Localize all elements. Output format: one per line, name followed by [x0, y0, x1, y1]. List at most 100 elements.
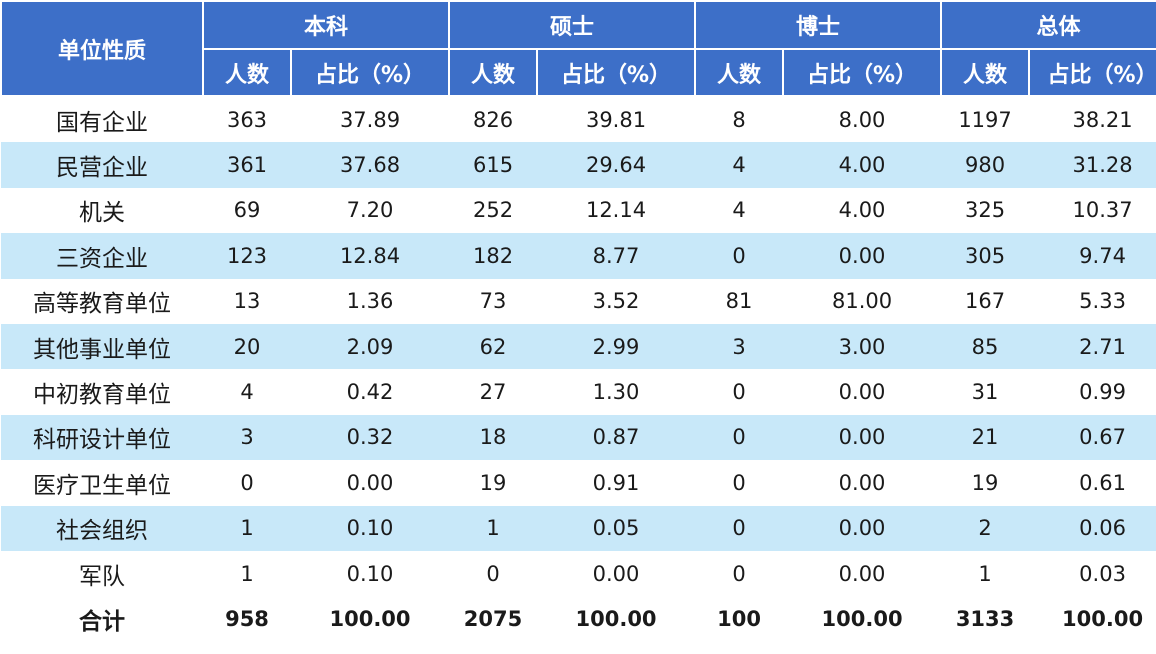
cell: 2 — [941, 505, 1030, 551]
table-row: 科研设计单位 3 0.32 18 0.87 0 0.00 21 0.67 — [1, 414, 1156, 461]
cell: 0.91 — [592, 470, 640, 495]
cell: 0.99 — [1079, 380, 1126, 405]
cell: 1.36 — [346, 289, 394, 314]
cell: 13 — [233, 289, 261, 314]
cell: 4 — [732, 198, 746, 223]
cell: 2.09 — [291, 323, 450, 370]
cell: 100.00 — [329, 606, 411, 631]
table-row: 社会组织 1 0.10 1 0.05 0 0.00 2 0.06 — [1, 505, 1156, 551]
cell: 100.00 — [1062, 606, 1144, 631]
cell: 0 — [732, 380, 746, 405]
cell: 2075 — [463, 606, 523, 631]
cell: 363 — [226, 107, 268, 132]
cell: 4.00 — [783, 142, 942, 188]
cell: 0.00 — [783, 233, 942, 279]
row-label: 军队 — [79, 563, 125, 590]
table-row: 医疗卫生单位 0 0.00 19 0.91 0 0.00 19 0.61 — [1, 460, 1156, 505]
cell: 37.68 — [291, 142, 450, 188]
sub-header: 占比（%） — [289, 48, 451, 97]
sub-header: 人数 — [448, 48, 539, 97]
cell: 8.00 — [838, 107, 886, 132]
cell: 20 — [203, 323, 291, 370]
cell: 0.00 — [783, 505, 942, 551]
row-label: 三资企业 — [1, 233, 203, 279]
table-row: 其他事业单位 20 2.09 62 2.99 3 3.00 85 2.71 — [1, 323, 1156, 370]
row-label: 机关 — [79, 200, 125, 227]
cell: 826 — [472, 107, 514, 132]
cell: 252 — [472, 198, 514, 223]
cell: 19 — [971, 470, 999, 495]
cell: 123 — [203, 233, 291, 279]
cell: 2.71 — [1029, 323, 1156, 370]
cell: 8.77 — [537, 233, 696, 279]
cell: 62 — [449, 323, 538, 370]
cell: 1 — [203, 505, 291, 551]
table-row: 国有企业 363 37.89 826 39.81 8 8.00 1197 38.21 — [1, 96, 1156, 142]
cell: 980 — [941, 142, 1030, 188]
cell: 0.00 — [838, 470, 886, 495]
cell: 0 — [732, 561, 746, 586]
cell: 1 — [240, 561, 254, 586]
cell: 0.10 — [346, 561, 394, 586]
group-header: 本科 — [201, 0, 451, 50]
cell: 0.00 — [592, 561, 640, 586]
cell: 21 — [941, 414, 1030, 461]
row-label: 医疗卫生单位 — [33, 472, 171, 499]
cell: 4 — [240, 380, 254, 405]
cell: 1 — [978, 561, 992, 586]
cell: 5.33 — [1079, 289, 1126, 314]
cell: 19 — [479, 470, 507, 495]
cell: 3133 — [955, 606, 1015, 631]
cell: 182 — [449, 233, 538, 279]
table-row: 民营企业 361 37.68 615 29.64 4 4.00 980 31.28 — [1, 142, 1156, 188]
cell: 12.84 — [291, 233, 450, 279]
cell: 615 — [449, 142, 538, 188]
cell: 361 — [203, 142, 291, 188]
cell: 1 — [449, 505, 538, 551]
cell: 27 — [479, 380, 507, 405]
cell: 10.37 — [1072, 198, 1133, 223]
cell: 7.20 — [346, 198, 394, 223]
row-label: 高等教育单位 — [33, 291, 171, 318]
cell: 305 — [941, 233, 1030, 279]
cell: 31.28 — [1029, 142, 1156, 188]
cell: 29.64 — [537, 142, 696, 188]
cell: 1.30 — [592, 380, 640, 405]
cell: 38.21 — [1072, 107, 1133, 132]
cell: 0.87 — [537, 414, 696, 461]
group-header: 博士 — [694, 0, 943, 50]
cell: 958 — [225, 606, 269, 631]
cell: 1197 — [958, 107, 1012, 132]
row-label: 其他事业单位 — [1, 323, 203, 370]
cell: 0 — [695, 414, 784, 461]
cell: 2.99 — [537, 323, 696, 370]
cell: 100.00 — [575, 606, 657, 631]
cell: 0.67 — [1029, 414, 1156, 461]
sub-header: 人数 — [694, 48, 785, 97]
sub-header: 人数 — [940, 48, 1031, 97]
cell: 81 — [725, 289, 753, 314]
row-label: 合计 — [79, 608, 125, 635]
cell: 0.00 — [783, 414, 942, 461]
cell: 0 — [695, 505, 784, 551]
table-row: 军队 1 0.10 0 0.00 0 0.00 1 0.03 — [1, 551, 1156, 596]
cell: 4.00 — [838, 198, 886, 223]
cell: 0 — [695, 233, 784, 279]
group-header: 总体 — [940, 0, 1156, 50]
cell: 325 — [965, 198, 1006, 223]
cell: 9.74 — [1029, 233, 1156, 279]
row-label: 社会组织 — [1, 505, 203, 551]
sub-header: 占比（%） — [536, 48, 697, 97]
cell: 3 — [695, 323, 784, 370]
cell: 0.42 — [346, 380, 394, 405]
table-row: 机关 69 7.20 252 12.14 4 4.00 325 10.37 — [1, 188, 1156, 233]
cell: 0.00 — [838, 380, 886, 405]
row-label: 中初教育单位 — [33, 382, 171, 409]
cell: 12.14 — [585, 198, 647, 223]
cell: 3.52 — [592, 289, 640, 314]
cell: 167 — [965, 289, 1006, 314]
cell: 4 — [695, 142, 784, 188]
sub-header: 占比（%） — [1028, 48, 1156, 97]
